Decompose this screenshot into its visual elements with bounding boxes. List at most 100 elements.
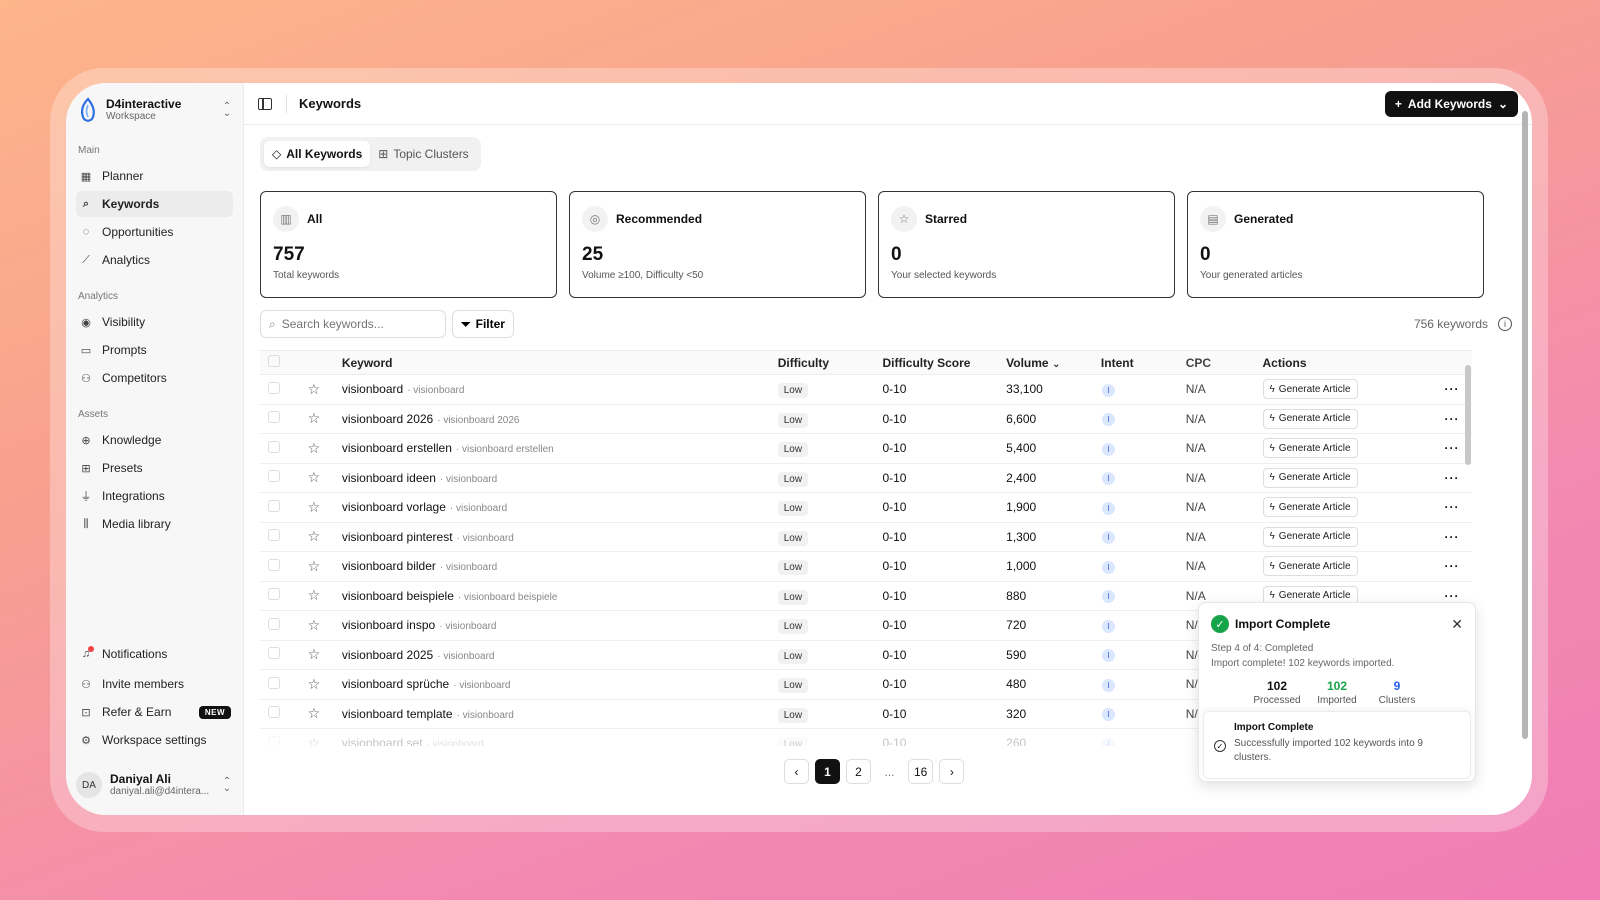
row-checkbox[interactable] xyxy=(268,735,280,746)
row-checkbox[interactable] xyxy=(268,499,280,512)
page-button[interactable]: 16 xyxy=(908,759,934,784)
sidebar-item-knowledge[interactable]: ⊕ Knowledge xyxy=(76,427,233,453)
star-icon[interactable]: ☆ xyxy=(307,439,321,456)
more-icon[interactable]: ··· xyxy=(1444,441,1460,456)
star-icon[interactable]: ☆ xyxy=(307,616,321,633)
row-checkbox[interactable] xyxy=(268,617,280,630)
row-checkbox[interactable] xyxy=(268,381,280,394)
table-row[interactable]: ☆ visionboard ideen · visionboard Low 0-10 2,… xyxy=(260,464,1472,493)
sidebar-item-competitors[interactable]: ⚇ Competitors xyxy=(76,365,233,391)
sidebar-item-workspace-settings[interactable]: ⚙ Workspace settings xyxy=(76,727,233,753)
table-row[interactable]: ☆ visionboard 2026 · visionboard 2026 Low 0-… xyxy=(260,405,1472,434)
tab-all-keywords[interactable]: ◇ All Keywords xyxy=(264,141,371,167)
add-keywords-button[interactable]: + Add Keywords ⌄ xyxy=(1384,90,1518,117)
filter-button[interactable]: ⏷ Filter xyxy=(452,310,514,338)
row-checkbox[interactable] xyxy=(268,588,280,601)
more-icon[interactable]: ··· xyxy=(1444,470,1460,485)
table-row[interactable]: ☆ visionboard pinterest · visionboard Low 0-… xyxy=(260,523,1472,552)
table-row[interactable]: ☆ visionboard bilder · visionboard Low 0-10 1… xyxy=(260,552,1472,582)
row-checkbox[interactable] xyxy=(268,470,280,483)
col-difficulty-score[interactable]: Difficulty Score xyxy=(882,355,971,370)
sidebar-item-planner[interactable]: ▦ Planner xyxy=(76,163,233,189)
sidebar-item-media-library[interactable]: ⫼ Media library xyxy=(76,511,233,537)
search-input[interactable] xyxy=(281,317,422,331)
cpc-value: N/A xyxy=(1185,411,1206,426)
col-keyword[interactable]: Keyword xyxy=(341,355,393,370)
next-page-button[interactable]: › xyxy=(939,759,965,784)
more-icon[interactable]: ··· xyxy=(1444,529,1460,544)
sidebar-item-integrations[interactable]: ⏚ Integrations xyxy=(76,483,233,509)
user-menu[interactable]: DA Daniyal Ali daniyal.ali@d4intera... ⌃… xyxy=(76,767,233,803)
sidebar-item-notifications[interactable]: ♫ Notifications xyxy=(76,641,233,667)
sidebar-item-keywords[interactable]: ⌕ Keywords xyxy=(76,191,233,217)
table-row[interactable]: ☆ visionboard · visionboard Low 0-10 33,100 I N… xyxy=(260,375,1472,405)
col-intent[interactable]: Intent xyxy=(1100,355,1134,370)
avatar: DA xyxy=(76,772,102,798)
select-all-checkbox[interactable] xyxy=(268,355,280,367)
user-email: daniyal.ali@d4intera... xyxy=(110,786,210,797)
row-checkbox[interactable] xyxy=(268,706,280,719)
page-button[interactable]: 1 xyxy=(815,759,840,784)
star-icon[interactable]: ☆ xyxy=(307,734,321,746)
star-icon[interactable]: ☆ xyxy=(307,410,321,427)
star-icon[interactable]: ☆ xyxy=(307,528,321,545)
star-icon[interactable]: ☆ xyxy=(307,469,321,486)
info-icon[interactable]: i xyxy=(1498,317,1512,331)
sidebar-item-refer-earn[interactable]: ⊡ Refer & Earn NEW xyxy=(76,699,233,725)
table-scrollbar[interactable] xyxy=(1465,365,1471,465)
sidebar-item-prompts[interactable]: ▭ Prompts xyxy=(76,337,233,363)
main-scrollbar[interactable] xyxy=(1522,111,1528,739)
col-cpc[interactable]: CPC xyxy=(1185,355,1212,370)
more-icon[interactable]: ··· xyxy=(1444,588,1460,603)
close-icon[interactable]: ✕ xyxy=(1451,615,1463,632)
col-difficulty[interactable]: Difficulty xyxy=(777,355,830,370)
star-icon[interactable]: ☆ xyxy=(307,705,321,722)
table-row[interactable]: ☆ visionboard beispiele · visionboard beis… xyxy=(260,582,1472,611)
workspace-switcher[interactable]: D4interactive Workspace ⌃ ⌄ xyxy=(78,95,233,125)
prev-page-button[interactable]: ‹ xyxy=(784,759,809,784)
col-volume[interactable]: Volume ⌄ xyxy=(1006,355,1061,370)
sidebar-toggle-icon[interactable] xyxy=(258,97,272,110)
card-all[interactable]: ▥ All 757 Total keywords xyxy=(260,191,557,298)
sidebar-item-analytics[interactable]: ⟋ Analytics xyxy=(76,247,233,273)
row-checkbox[interactable] xyxy=(268,529,280,542)
chevron-down-icon: ⌄ xyxy=(1497,96,1508,111)
sidebar-item-presets[interactable]: ⊞ Presets xyxy=(76,455,233,481)
sidebar-item-visibility[interactable]: ◉ Visibility xyxy=(76,309,233,335)
star-icon[interactable]: ☆ xyxy=(307,587,321,604)
tab-topic-clusters[interactable]: ⊞ Topic Clusters xyxy=(370,141,476,167)
table-row[interactable]: ☆ visionboard vorlage · visionboard Low 0-10… xyxy=(260,493,1472,523)
card-generated[interactable]: ▤ Generated 0 Your generated articles xyxy=(1187,191,1484,298)
star-icon[interactable]: ☆ xyxy=(307,557,321,574)
row-checkbox[interactable] xyxy=(268,411,280,424)
row-checkbox[interactable] xyxy=(268,558,280,571)
more-icon[interactable]: ··· xyxy=(1444,500,1460,515)
more-icon[interactable]: ··· xyxy=(1444,382,1460,397)
more-icon[interactable]: ··· xyxy=(1444,559,1460,574)
star-icon[interactable]: ☆ xyxy=(307,498,321,515)
card-recommended[interactable]: ◎ Recommended 25 Volume ≥100, Difficulty… xyxy=(569,191,866,298)
star-icon[interactable]: ☆ xyxy=(307,380,321,397)
card-starred[interactable]: ☆ Starred 0 Your selected keywords xyxy=(878,191,1175,298)
sidebar-item-label: Competitors xyxy=(102,371,167,385)
star-icon[interactable]: ☆ xyxy=(307,675,321,692)
table-row[interactable]: ☆ visionboard erstellen · visionboard erst… xyxy=(260,434,1472,464)
star-icon[interactable]: ☆ xyxy=(307,646,321,663)
sidebar-item-opportunities[interactable]: ◌ Opportunities xyxy=(76,219,233,245)
sparkle-icon: ϟ xyxy=(1269,560,1275,572)
row-checkbox[interactable] xyxy=(268,440,280,453)
difficulty-score: 0-10 xyxy=(882,441,907,456)
row-checkbox[interactable] xyxy=(268,676,280,689)
plug-icon: ⏚ xyxy=(80,491,92,503)
more-icon[interactable]: ··· xyxy=(1444,411,1460,426)
page-button[interactable]: 2 xyxy=(846,759,871,784)
row-checkbox[interactable] xyxy=(268,647,280,660)
sidebar-item-invite-members[interactable]: ⚇ Invite members xyxy=(76,671,233,697)
